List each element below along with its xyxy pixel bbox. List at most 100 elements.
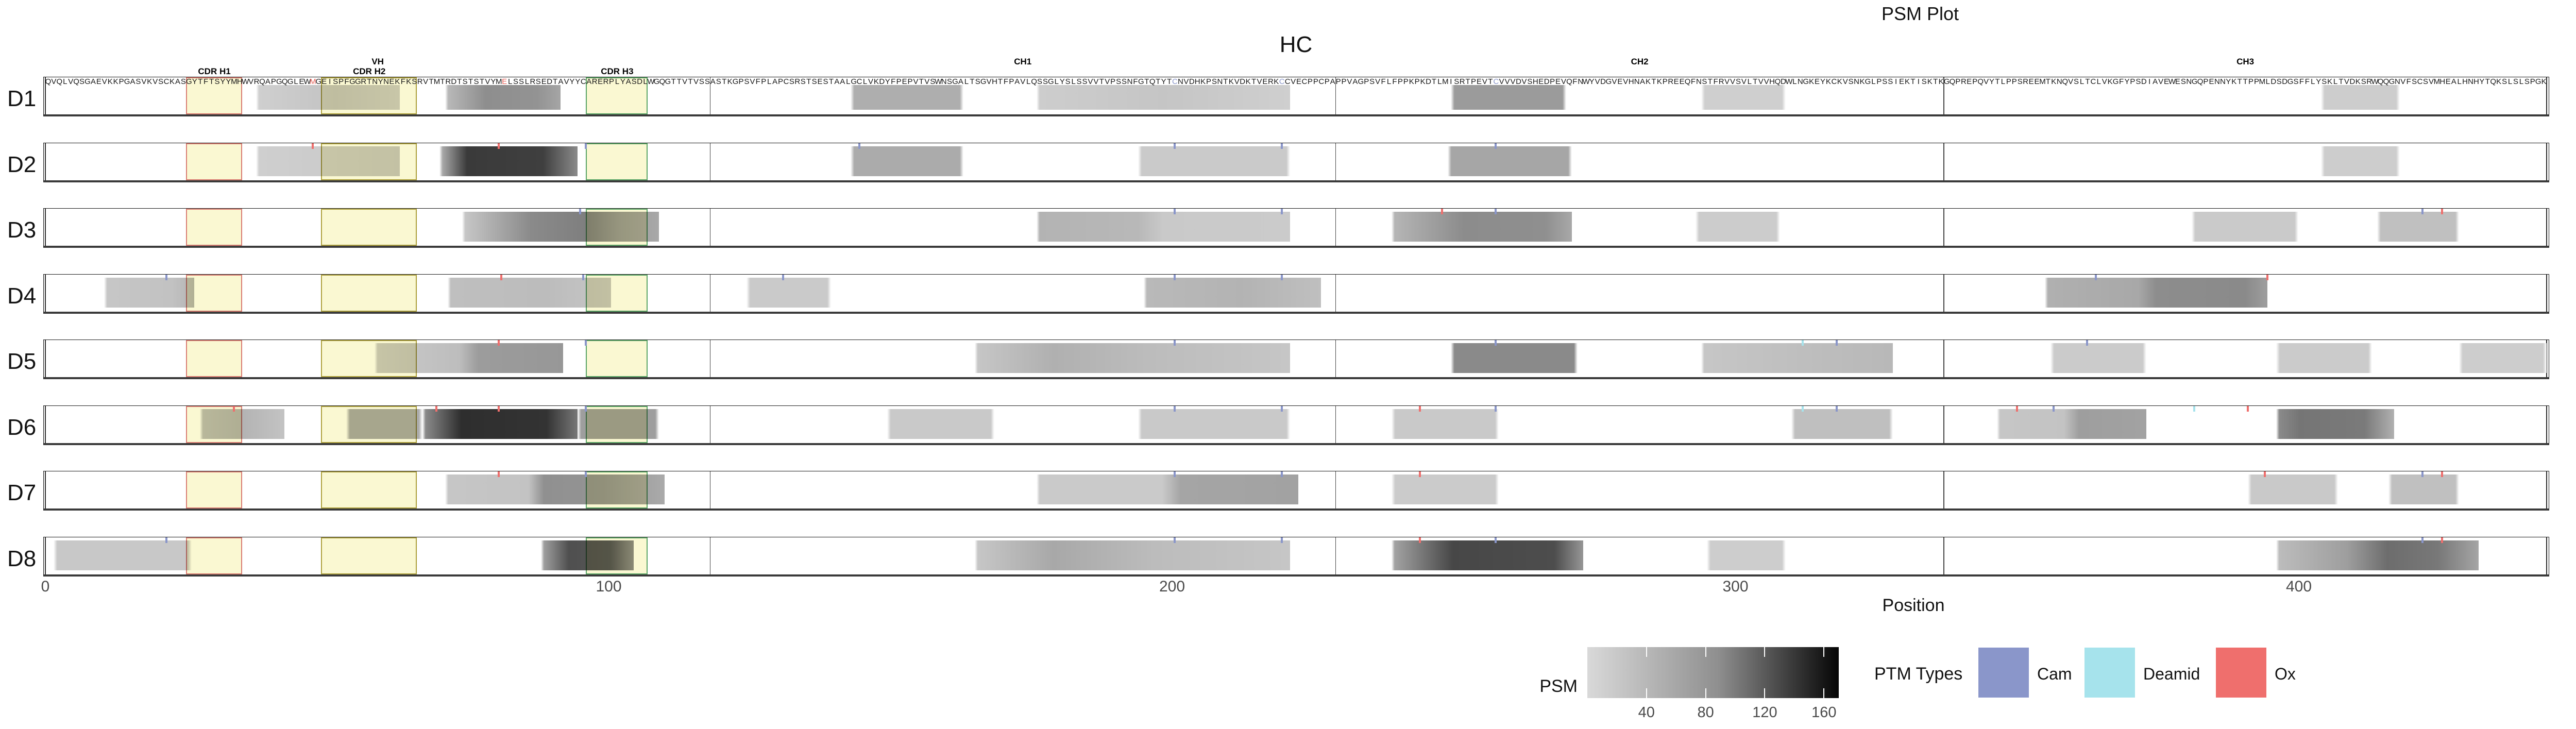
sequence-residue: K [2051,77,2057,86]
sequence-residue: L [964,77,969,86]
ptm-tick-ox [497,340,500,346]
sequence-residue: V [1724,77,1730,86]
sequence-residue: T [429,77,434,86]
sequence-residue: Q [1684,77,1691,86]
sequence-residue: Q [2062,77,2069,86]
sequence-residue: E [299,77,304,86]
sequence-residue: V [152,77,158,86]
sequence-residue: I [2148,77,2151,86]
coverage-segment [53,540,192,570]
sequence-residue: S [473,77,479,86]
sequence-residue: G [1605,77,1612,86]
sequence-residue: H [236,77,243,86]
sequence-residue: S [789,77,794,86]
sequence-residue: G [952,77,958,86]
sequence-residue: Y [1589,77,1595,86]
coverage-segment [1143,277,1321,308]
psm-scale-value: 80 [1697,704,1714,721]
sequence-residue: E [1538,77,1544,86]
sequence-residue: L [1747,77,1752,86]
sequence-residue: G [2112,77,2119,86]
sequence-residue: K [1825,77,1831,86]
ptm-legend-swatch-cam [1978,648,2029,698]
sequence-residue: S [180,77,186,86]
sequence-residue: A [265,77,270,86]
sequence-residue: S [2180,77,2186,86]
sequence-residue: H [2462,77,2468,86]
sequence-residue: N [1217,77,1223,86]
sequence-residue: V [1020,77,1026,86]
sequence-residue: Y [620,77,625,86]
row-label-d6: D6 [7,414,37,440]
sequence-residue: P [896,77,902,86]
sequence-residue: A [130,77,135,86]
sequence-residue: S [800,77,806,86]
ptm-tick-cam [585,405,587,412]
sequence-residue: P [1403,77,1409,86]
sequence-residue: L [1026,77,1031,86]
sequence-residue: Y [192,77,197,86]
coverage-segment [1696,212,1781,242]
psm-gradient-tick [1646,647,1647,657]
sequence-residue: Q [73,77,79,86]
ptm-tick-ox [500,274,503,280]
sequence-residue: Y [378,77,383,86]
sequence-residue: S [79,77,85,86]
sequence-residue: E [502,77,507,86]
region-label-cdr-h1: CDR H1 [198,66,231,76]
ptm-tick-cam [585,471,587,477]
sequence-residue: V [693,77,699,86]
sequence-residue: S [2502,77,2507,86]
domain-divider [1943,340,1944,377]
sequence-residue: T [1651,77,1656,86]
sequence-residue: M [433,77,440,86]
region-highlight-cdr-h2 [321,405,417,443]
sequence-residue: K [113,77,118,86]
sequence-residue: W [935,77,942,86]
sequence-residue: C [783,77,789,86]
region-highlight-cdr-h1 [185,537,243,574]
sequence-residue: T [2237,77,2242,86]
sequence-residue: N [941,77,947,86]
sequence-residue: P [1364,77,1369,86]
sequence-residue: L [294,77,298,86]
sequence-residue: S [716,77,721,86]
sequence-residue: M [2039,77,2046,86]
row-panel-HC-d1 [43,77,2549,116]
sequence-residue: N [372,77,378,86]
sequence-residue: G [653,77,660,86]
sequence-residue: E [1815,77,1820,86]
sequence-residue: V [1234,77,1240,86]
sequence-residue: T [1156,77,1161,86]
sequence-residue: D [1516,77,1521,86]
sequence-residue: D [451,77,457,86]
ptm-tick-cam [1173,143,1176,149]
ptm-tick-cam [2421,209,2424,214]
sequence-residue: T [1223,77,1228,86]
sequence-residue: S [1454,77,1460,86]
region-highlight-cdr-h3 [586,340,648,377]
domain-label-ch2: CH2 [1631,57,1649,66]
sequence-residue: K [1938,77,1944,86]
sequence-residue: E [2028,77,2034,86]
psm-gradient-tick [1764,647,1766,657]
ptm-tick-ox [1418,537,1421,543]
ptm-legend-swatch-deamid [2084,648,2135,698]
ptm-tick-deamid [1802,405,1804,412]
sequence-residue: S [975,77,980,86]
sequence-residue: C [856,77,862,86]
sequence-residue: T [440,77,445,86]
sequence-residue: T [198,77,203,86]
panel-axis-line-left [45,77,46,114]
sequence-residue: W [242,77,249,86]
panel-axis-line-left [45,471,46,508]
sequence-residue: C [1493,77,1499,86]
domain-divider [1335,537,1336,574]
ptm-tick-ox [311,143,314,149]
sequence-residue: R [1960,77,1967,86]
sequence-residue: E [1296,77,1302,86]
sequence-residue: V [924,77,930,86]
domain-divider [1943,274,1944,312]
sequence-residue: E [2164,77,2170,86]
sequence-residue: P [1397,77,1403,86]
